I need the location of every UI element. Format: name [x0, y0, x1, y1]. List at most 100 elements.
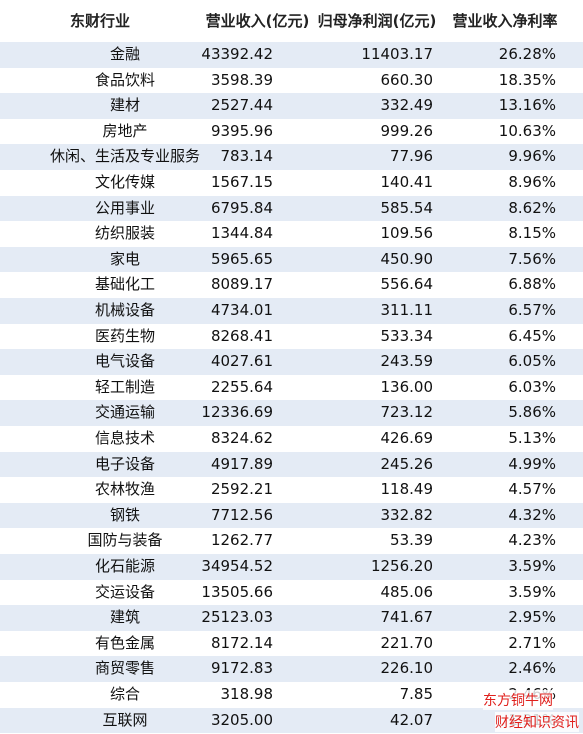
- value-cell: 8.96%: [508, 173, 556, 191]
- value-cell: 4.23%: [508, 531, 556, 550]
- value-cell: 311.11: [380, 301, 434, 319]
- value-cell: 426.69: [380, 429, 434, 447]
- table-row: 建筑 25123.03 741.67 2.95%: [0, 605, 583, 631]
- header-cell: 营业收入(亿元): [205, 12, 310, 30]
- value-cell: 34954.52: [201, 557, 273, 575]
- industry-cell: 建筑: [109, 608, 140, 627]
- watermark: 财经知识资讯: [495, 712, 579, 732]
- value-cell: 6.57%: [508, 301, 556, 319]
- value-cell: 6.45%: [508, 326, 556, 345]
- value-cell: 783.14: [220, 147, 274, 166]
- industry-cell: 交通运输: [94, 403, 155, 422]
- value-cell: 3598.39: [210, 70, 273, 89]
- industry-cell: 电子设备: [94, 454, 155, 473]
- industry-cell: 医药生物: [94, 326, 155, 345]
- value-cell: 5965.65: [210, 249, 273, 268]
- industry-cell: 公用事业: [94, 198, 155, 217]
- value-cell: 136.00: [380, 377, 434, 396]
- value-cell: 5.13%: [508, 429, 556, 447]
- value-cell: 3205.00: [210, 710, 273, 729]
- industry-cell: 综合: [109, 685, 140, 703]
- table-row: 轻工制造 2255.64 136.00 6.03%: [0, 374, 583, 401]
- table-row: 化石能源 34954.52 1256.20 3.59%: [0, 554, 583, 580]
- value-cell: 1256.20: [370, 557, 433, 575]
- value-cell: 741.67: [380, 608, 434, 627]
- table-row: 农林牧渔 2592.21 118.49 4.57%: [0, 477, 583, 503]
- value-cell: 8.15%: [508, 224, 556, 243]
- value-cell: 318.98: [220, 685, 274, 703]
- value-cell: 2592.21: [210, 480, 273, 499]
- value-cell: 13.16%: [498, 96, 556, 115]
- table-row: 电子设备 4917.89 245.26 4.99%: [0, 451, 583, 478]
- value-cell: 4.99%: [508, 454, 556, 473]
- value-cell: 13505.66: [201, 582, 273, 601]
- value-cell: 556.64: [380, 275, 434, 294]
- value-cell: 10.63%: [498, 121, 556, 140]
- value-cell: 1344.84: [210, 224, 273, 243]
- table-row: 基础化工 8089.17 556.64 6.88%: [0, 272, 583, 298]
- value-cell: 8.62%: [508, 198, 556, 217]
- value-cell: 221.70: [380, 633, 434, 652]
- table-row: 交运设备 13505.66 485.06 3.59%: [0, 579, 583, 606]
- value-cell: 26.28%: [498, 45, 556, 63]
- industry-cell: 金融: [109, 45, 140, 63]
- industry-cell: 有色金属: [94, 633, 155, 652]
- value-cell: 1567.15: [210, 173, 273, 191]
- value-cell: 450.90: [380, 249, 434, 268]
- value-cell: 8172.14: [210, 633, 273, 652]
- value-cell: 6795.84: [210, 198, 273, 217]
- value-cell: 6.88%: [508, 275, 556, 294]
- header-cell: 东财行业: [69, 12, 130, 30]
- value-cell: 2527.44: [210, 96, 273, 115]
- table-row: 食品饮料 3598.39 660.30 18.35%: [0, 67, 583, 94]
- industry-cell: 轻工制造: [94, 377, 155, 396]
- value-cell: 485.06: [380, 582, 434, 601]
- industry-cell: 交运设备: [94, 582, 155, 601]
- table-row: 有色金属 8172.14 221.70 2.71%: [0, 630, 583, 657]
- value-cell: 3.59%: [508, 557, 556, 575]
- value-cell: 332.49: [380, 96, 434, 115]
- industry-cell: 农林牧渔: [94, 480, 155, 499]
- value-cell: 723.12: [380, 403, 434, 422]
- table-row: 金融 43392.42 11403.17 26.28%: [0, 42, 583, 68]
- value-cell: 660.30: [380, 70, 434, 89]
- value-cell: 243.59: [380, 352, 434, 371]
- value-cell: 9.96%: [508, 147, 556, 166]
- value-cell: 140.41: [380, 173, 434, 191]
- table-row: 休闲、生活及专业服务 783.14 77.96 9.96%: [0, 144, 583, 170]
- value-cell: 9395.96: [210, 121, 273, 140]
- industry-cell: 房地产: [102, 121, 148, 140]
- value-cell: 7.85: [399, 685, 433, 703]
- value-cell: 5.86%: [508, 403, 556, 422]
- value-cell: 4.32%: [508, 505, 556, 524]
- value-cell: 11403.17: [361, 45, 433, 63]
- table-row: 信息技术 8324.62 426.69 5.13%: [0, 426, 583, 452]
- value-cell: 12336.69: [201, 403, 273, 422]
- value-cell: 2255.64: [210, 377, 273, 396]
- industry-cell: 文化传媒: [94, 173, 155, 191]
- table-row: 建材 2527.44 332.49 13.16%: [0, 93, 583, 119]
- industry-cell: 商贸零售: [94, 659, 155, 678]
- value-cell: 8324.62: [210, 429, 273, 447]
- value-cell: 18.35%: [498, 70, 556, 89]
- industry-cell: 信息技术: [94, 429, 155, 447]
- value-cell: 6.05%: [508, 352, 556, 371]
- value-cell: 109.56: [380, 224, 434, 243]
- value-cell: 332.82: [380, 505, 434, 524]
- industry-cell: 化石能源: [94, 557, 155, 575]
- table-row: 商贸零售 9172.83 226.10 2.46%: [0, 656, 583, 682]
- value-cell: 4734.01: [210, 301, 273, 319]
- table-row: 纺织服装 1344.84 109.56 8.15%: [0, 221, 583, 247]
- value-cell: 999.26: [380, 121, 434, 140]
- industry-cell: 食品饮料: [94, 70, 155, 89]
- value-cell: 25123.03: [201, 608, 273, 627]
- value-cell: 2.46%: [508, 659, 556, 678]
- industry-cell: 纺织服装: [94, 224, 155, 243]
- industry-cell: 互联网: [102, 710, 148, 729]
- value-cell: 53.39: [390, 531, 433, 550]
- value-cell: 8268.41: [210, 326, 273, 345]
- value-cell: 4917.89: [210, 454, 273, 473]
- value-cell: 8089.17: [210, 275, 273, 294]
- value-cell: 77.96: [390, 147, 433, 166]
- value-cell: 533.34: [380, 326, 434, 345]
